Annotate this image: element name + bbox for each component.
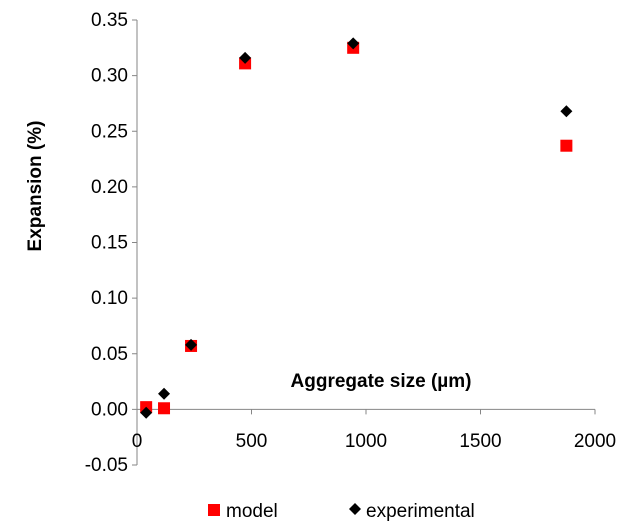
data-point-experimental xyxy=(140,406,153,419)
y-tick-label: 0.35 xyxy=(91,10,128,31)
legend-item-experimental: experimental xyxy=(349,501,475,522)
legend-model-marker xyxy=(208,504,220,516)
legend-model-label: model xyxy=(226,501,278,522)
axes: -0.05 0.00 0.05 0.10 0.15 0.20 0.25 0.30 0.35 0 50… xyxy=(85,10,616,476)
x-tick-label: 1000 xyxy=(345,431,387,452)
x-tick-label: 1500 xyxy=(459,431,501,452)
y-axis-title: Expansion (%) xyxy=(25,121,46,252)
legend-experimental-marker xyxy=(349,503,361,515)
y-tick-label: 0.20 xyxy=(91,177,128,198)
y-tick-label: 0.10 xyxy=(91,288,128,309)
data-point-experimental xyxy=(347,37,360,50)
y-tick-label: 0.30 xyxy=(91,66,128,87)
data-points xyxy=(140,37,573,419)
x-axis-title: Aggregate size (µm) xyxy=(291,371,472,392)
y-tick-label: 0.15 xyxy=(91,233,128,254)
y-tick-label: -0.05 xyxy=(85,455,128,476)
y-tick-label: 0.05 xyxy=(91,344,128,365)
legend-item-model: model xyxy=(208,501,278,522)
data-point-model xyxy=(158,402,171,415)
y-tick-label: 0.00 xyxy=(91,399,128,420)
data-point-experimental xyxy=(239,51,252,64)
legend-experimental-label: experimental xyxy=(366,501,475,522)
x-tick-label: 2000 xyxy=(574,431,616,452)
data-point-experimental xyxy=(560,105,573,118)
x-tick-label: 0 xyxy=(132,431,143,452)
data-point-model xyxy=(560,139,573,152)
data-point-experimental xyxy=(185,338,198,351)
data-point-experimental xyxy=(158,387,171,400)
x-tick-label: 500 xyxy=(236,431,268,452)
legend: model experimental xyxy=(208,501,475,522)
y-tick-label: 0.25 xyxy=(91,121,128,142)
